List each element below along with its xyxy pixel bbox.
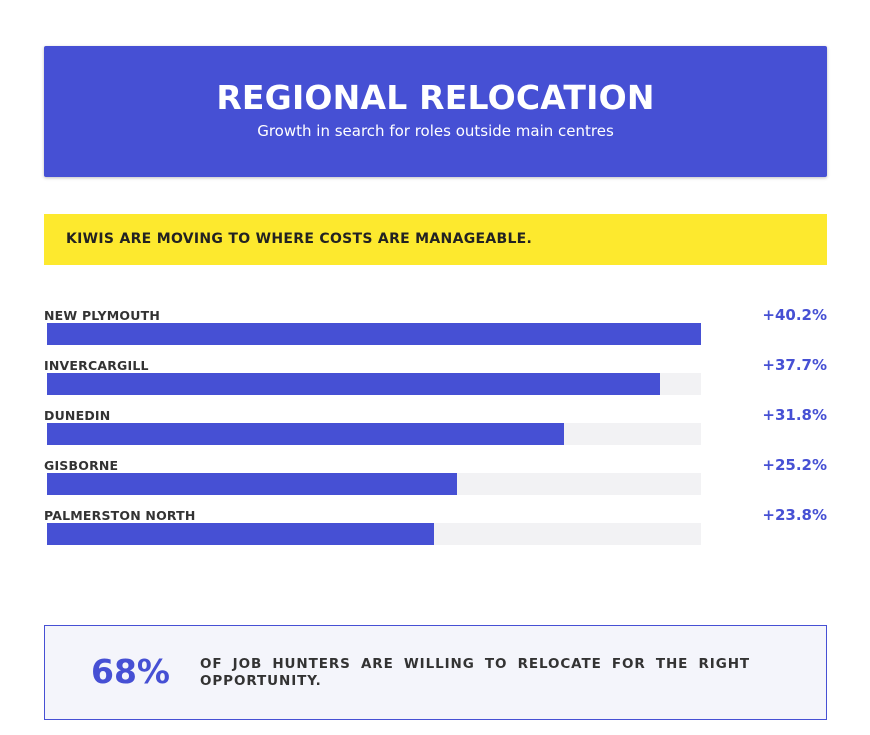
banner-text: KIWIS ARE MOVING TO WHERE COSTS ARE MANA… [66, 231, 533, 247]
bar-value-label: +31.8% [762, 406, 827, 424]
bar [47, 373, 660, 395]
stat-value: 68% [91, 652, 170, 691]
bar [47, 473, 457, 495]
bar-label: PALMERSTON NORTH [44, 508, 196, 523]
bar [47, 523, 434, 545]
header-panel: REGIONAL RELOCATION Growth in search for… [44, 46, 827, 177]
bar-label: DUNEDIN [44, 408, 111, 423]
bar [47, 423, 564, 445]
page-subtitle: Growth in search for roles outside main … [257, 122, 614, 140]
bar-label: NEW PLYMOUTH [44, 308, 160, 323]
bar-value-label: +25.2% [762, 456, 827, 474]
stat-description: OF JOB HUNTERS ARE WILLING TO RELOCATE F… [200, 656, 750, 689]
bar-track [47, 423, 701, 445]
bar-track [47, 373, 701, 395]
stat-callout: 68% OF JOB HUNTERS ARE WILLING TO RELOCA… [44, 625, 827, 720]
bar-label: INVERCARGILL [44, 358, 149, 373]
bar-track [47, 473, 701, 495]
bar-value-label: +23.8% [762, 506, 827, 524]
page-title: REGIONAL RELOCATION [216, 78, 655, 117]
highlight-banner: KIWIS ARE MOVING TO WHERE COSTS ARE MANA… [44, 214, 827, 265]
bar-track [47, 323, 701, 345]
bar-value-label: +40.2% [762, 306, 827, 324]
bar-label: GISBORNE [44, 458, 119, 473]
bar-track [47, 523, 701, 545]
bar-value-label: +37.7% [762, 356, 827, 374]
bar [47, 323, 701, 345]
